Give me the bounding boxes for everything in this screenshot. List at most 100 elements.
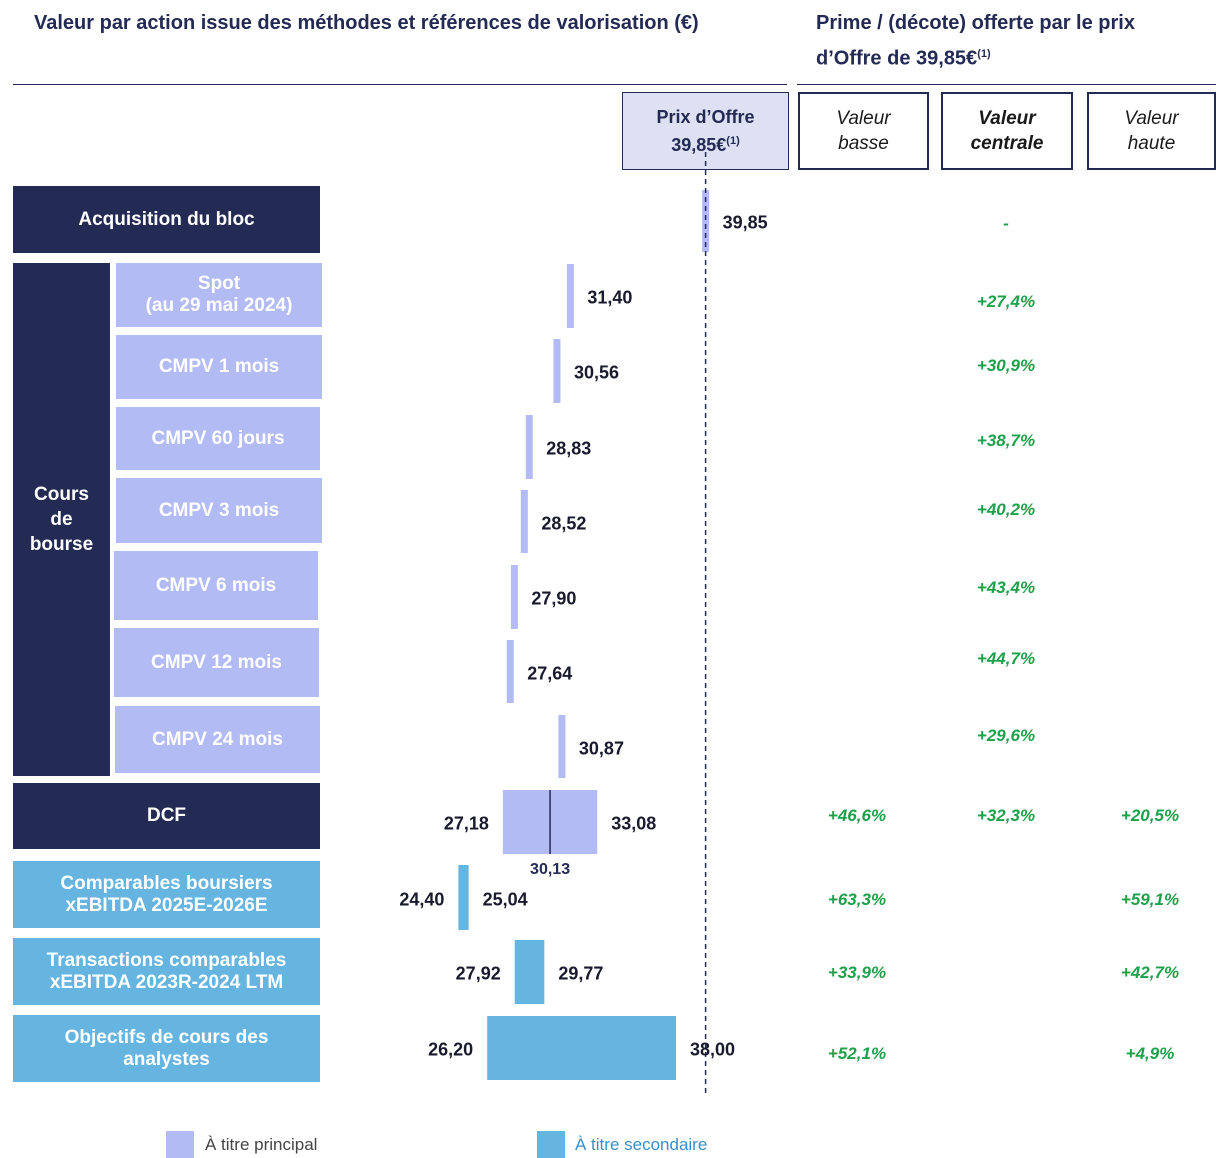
column-header-line: haute bbox=[1127, 133, 1176, 154]
bar bbox=[458, 865, 469, 930]
bar bbox=[510, 565, 518, 629]
row-label: Acquisition du bloc bbox=[13, 186, 320, 253]
column-header-line: Valeur bbox=[1124, 108, 1179, 129]
premium-value: +59,1% bbox=[1120, 890, 1180, 909]
premium-title-text: Prime / (décote) offerte par le prix d’O… bbox=[816, 12, 1135, 70]
column-header: Valeur basse bbox=[798, 92, 929, 170]
row-label-line: analystes bbox=[123, 1048, 210, 1070]
value-label: 29,77 bbox=[558, 963, 604, 984]
row-label-line: Spot bbox=[197, 273, 241, 294]
row-label: Spot (au 29 mai 2024) bbox=[116, 263, 322, 327]
row-label-line: Transactions comparables bbox=[46, 949, 287, 971]
value-label: 27,64 bbox=[527, 663, 573, 683]
bar bbox=[566, 264, 574, 328]
row-label-line: xEBITDA 2023R-2024 LTM bbox=[49, 971, 284, 993]
row-label-line: CMPV 1 mois bbox=[158, 356, 280, 377]
row-label-line: CMPV 60 jours bbox=[151, 427, 285, 449]
row-label-line: xEBITDA 2025E-2026E bbox=[65, 894, 268, 916]
value-label: 28,83 bbox=[546, 438, 592, 459]
value-label: 30,87 bbox=[578, 738, 624, 758]
offer-box: Prix d’Offre 39,85€(1) bbox=[622, 92, 789, 170]
row-label: Transactions comparables xEBITDA 2023R-20… bbox=[13, 938, 320, 1005]
row-label: CMPV 60 jours bbox=[116, 407, 320, 470]
bar bbox=[525, 415, 533, 479]
premium-value: +4,9% bbox=[1125, 1044, 1175, 1063]
note-ref: (1) bbox=[726, 135, 740, 147]
row-label: CMPV 3 mois bbox=[116, 478, 322, 543]
legend-swatch bbox=[166, 1131, 194, 1158]
premium-value: +27,4% bbox=[976, 292, 1036, 311]
value-label: 27,92 bbox=[455, 963, 501, 984]
row-label-line: DCF bbox=[146, 805, 187, 826]
row-label: CMPV 1 mois bbox=[116, 335, 322, 399]
premium-value: - bbox=[1003, 214, 1009, 233]
value-label: 39,85 bbox=[722, 212, 768, 233]
premium-title: Prime / (décote) offerte par le prix d’O… bbox=[816, 8, 1206, 75]
offer-label: Prix d’Offre bbox=[656, 107, 755, 127]
row-label: DCF bbox=[13, 783, 320, 849]
legend-label: À titre secondaire bbox=[575, 1135, 708, 1154]
premium-value: +46,6% bbox=[827, 806, 887, 825]
value-label: 25,04 bbox=[482, 889, 528, 909]
bar bbox=[514, 940, 545, 1004]
bar bbox=[558, 715, 566, 778]
rule bbox=[13, 84, 787, 85]
value-label: 31,40 bbox=[587, 287, 633, 308]
rule bbox=[797, 84, 1216, 85]
row-label-line: Comparables boursiers bbox=[60, 872, 273, 894]
value-label: 26,20 bbox=[428, 1039, 474, 1060]
column-header: Valeur haute bbox=[1087, 92, 1216, 170]
value-label: 28,52 bbox=[541, 513, 587, 533]
premium-value: +33,9% bbox=[827, 963, 887, 982]
group-label-line: Cours bbox=[34, 484, 89, 505]
group-label-line: bourse bbox=[29, 534, 94, 555]
premium-value: +44,7% bbox=[976, 649, 1036, 668]
bar bbox=[702, 190, 710, 252]
row-label-line: CMPV 6 mois bbox=[155, 574, 277, 596]
value-label: 27,90 bbox=[531, 588, 577, 609]
column-header-line: centrale bbox=[970, 133, 1044, 154]
offer-price: 39,85€(1) bbox=[671, 129, 740, 157]
row-label: Comparables boursiers xEBITDA 2025E-2026E bbox=[13, 861, 320, 928]
row-label-line: Objectifs de cours des bbox=[64, 1026, 269, 1048]
value-label: 30,56 bbox=[573, 362, 619, 383]
bar bbox=[506, 640, 514, 703]
row-label: CMPV 6 mois bbox=[114, 551, 318, 620]
bar bbox=[553, 339, 561, 403]
value-label: 24,40 bbox=[399, 889, 445, 909]
row-label: CMPV 12 mois bbox=[114, 628, 319, 697]
bar bbox=[487, 1016, 676, 1080]
offer-price-text: 39,85€ bbox=[671, 135, 727, 155]
value-label: 30,13 bbox=[530, 861, 571, 878]
premium-value: +20,5% bbox=[1120, 806, 1180, 825]
chart-title: Valeur par action issue des méthodes et … bbox=[34, 12, 699, 34]
premium-value: +52,1% bbox=[827, 1044, 887, 1063]
premium-value: +40,2% bbox=[976, 500, 1036, 519]
premium-value: +30,9% bbox=[976, 356, 1036, 375]
legend-swatch bbox=[537, 1131, 565, 1158]
legend-label: À titre principal bbox=[205, 1135, 318, 1154]
row-label-line: CMPV 12 mois bbox=[151, 651, 282, 673]
group-label-line: de bbox=[50, 509, 73, 530]
row-label-line: CMPV 24 mois bbox=[152, 728, 283, 750]
premium-value: +29,6% bbox=[976, 726, 1036, 745]
column-header-line: basse bbox=[838, 133, 889, 154]
row-label-line: Acquisition du bloc bbox=[78, 208, 255, 230]
premium-value: +32,3% bbox=[976, 806, 1036, 825]
column-header-line: Valeur bbox=[836, 108, 891, 129]
value-label: 27,18 bbox=[443, 813, 489, 834]
group-label: Cours de bourse bbox=[13, 263, 110, 776]
row-label-line: (au 29 mai 2024) bbox=[145, 295, 293, 316]
premium-value: +43,4% bbox=[976, 578, 1036, 597]
row-label: Objectifs de cours des analystes bbox=[13, 1015, 320, 1082]
column-header: Valeur centrale bbox=[941, 92, 1073, 170]
row-label: CMPV 24 mois bbox=[115, 706, 320, 773]
value-label: 33,08 bbox=[611, 813, 657, 834]
premium-value: +38,7% bbox=[976, 431, 1036, 450]
column-header-line: Valeur bbox=[978, 108, 1036, 129]
note-ref: (1) bbox=[977, 48, 991, 60]
premium-value: +42,7% bbox=[1120, 963, 1180, 982]
row-label-line: CMPV 3 mois bbox=[158, 499, 280, 521]
